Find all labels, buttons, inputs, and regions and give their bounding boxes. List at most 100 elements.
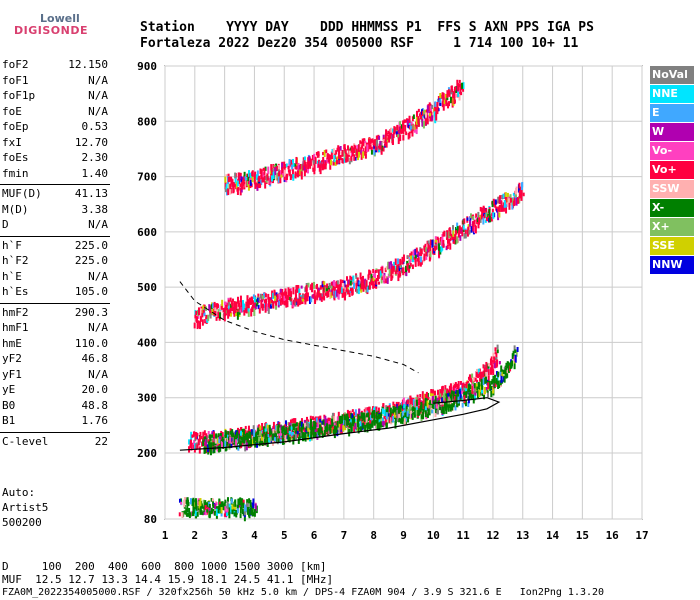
echo-point <box>408 267 411 273</box>
echo-point <box>339 154 342 161</box>
echo-point <box>292 418 295 423</box>
echo-point <box>328 282 331 288</box>
echo-point <box>447 404 450 412</box>
echo-point <box>414 407 417 414</box>
echo-point <box>454 86 457 91</box>
echo-point <box>265 298 268 305</box>
echo-point <box>251 176 254 183</box>
echo-point <box>298 288 301 295</box>
echo-point <box>496 359 499 367</box>
echo-point <box>365 286 368 294</box>
echo-point <box>364 424 367 433</box>
echo-point <box>278 430 281 436</box>
echo-point <box>505 371 508 379</box>
echo-point <box>400 124 403 129</box>
echo-point <box>237 431 240 435</box>
echo-point <box>318 424 321 431</box>
echo-point <box>388 405 391 413</box>
echo-point <box>456 390 459 397</box>
echo-point <box>291 431 294 436</box>
echo-point <box>488 209 491 216</box>
echo-point <box>232 437 235 444</box>
echo-point <box>453 92 456 99</box>
echo-point <box>428 411 431 416</box>
echo-point <box>370 146 373 151</box>
echo-point <box>498 212 501 218</box>
echo-point <box>378 423 381 431</box>
echo-point <box>449 383 452 391</box>
echo-point <box>211 439 214 444</box>
echo-point <box>224 186 227 193</box>
echo-point <box>473 219 476 225</box>
param-row: h`E N/A <box>0 270 110 286</box>
echo-point <box>223 314 226 322</box>
echo-point <box>490 390 493 398</box>
echo-point <box>421 400 424 405</box>
echo-point <box>196 444 199 449</box>
echo-point <box>248 498 251 504</box>
echo-point <box>449 229 452 237</box>
echo-point <box>330 285 333 290</box>
echo-point <box>244 425 247 430</box>
echo-point <box>422 409 425 413</box>
echo-point <box>228 506 231 514</box>
echo-point <box>341 418 344 424</box>
echo-point <box>263 167 266 175</box>
echo-point <box>250 505 253 512</box>
echo-point <box>396 258 399 265</box>
echo-point <box>357 426 360 434</box>
echo-point <box>290 291 293 298</box>
echo-point <box>500 375 503 383</box>
echo-point <box>318 159 321 165</box>
echo-point <box>444 385 447 392</box>
echo-point <box>376 422 379 431</box>
param-row: foEs 2.30 <box>0 151 110 167</box>
echo-point <box>270 297 273 301</box>
echo-point <box>439 406 442 411</box>
echo-point <box>459 390 462 399</box>
echo-point <box>420 401 423 407</box>
echo-point <box>211 309 214 315</box>
echo-point <box>393 407 396 415</box>
echo-point <box>315 417 318 423</box>
echo-point <box>247 173 250 182</box>
echo-point <box>351 287 354 295</box>
echo-point <box>417 411 420 416</box>
echo-point <box>433 396 436 404</box>
echo-point <box>231 503 234 510</box>
echo-point <box>272 434 275 441</box>
echo-point <box>207 439 210 443</box>
echo-point <box>462 225 465 230</box>
echo-point <box>226 307 229 314</box>
echo-point <box>313 281 316 289</box>
echo-point <box>387 130 390 135</box>
echo-point <box>398 265 401 273</box>
echo-point <box>335 280 338 284</box>
echo-point <box>375 278 378 285</box>
param-label: h`F <box>2 238 22 252</box>
echo-point <box>191 434 194 438</box>
echo-point <box>344 149 347 154</box>
echo-point <box>494 347 497 352</box>
echo-point <box>223 513 226 517</box>
echo-point <box>365 146 368 151</box>
echo-point <box>300 421 303 427</box>
echo-point <box>212 302 215 309</box>
echo-point <box>230 433 233 438</box>
echo-point <box>500 365 503 372</box>
echo-point <box>448 239 451 246</box>
echo-point <box>332 160 335 166</box>
echo-point <box>497 212 500 221</box>
echo-point <box>247 440 250 448</box>
echo-point <box>260 434 263 443</box>
echo-point <box>257 293 260 299</box>
echo-point <box>183 510 186 514</box>
echo-point <box>484 370 487 378</box>
echo-point <box>310 296 313 303</box>
echo-point <box>492 212 495 219</box>
echo-point <box>275 299 278 306</box>
echo-point <box>389 261 392 265</box>
y-tick-label: 900 <box>137 60 157 73</box>
echo-point <box>244 504 247 512</box>
echo-point <box>494 199 497 205</box>
